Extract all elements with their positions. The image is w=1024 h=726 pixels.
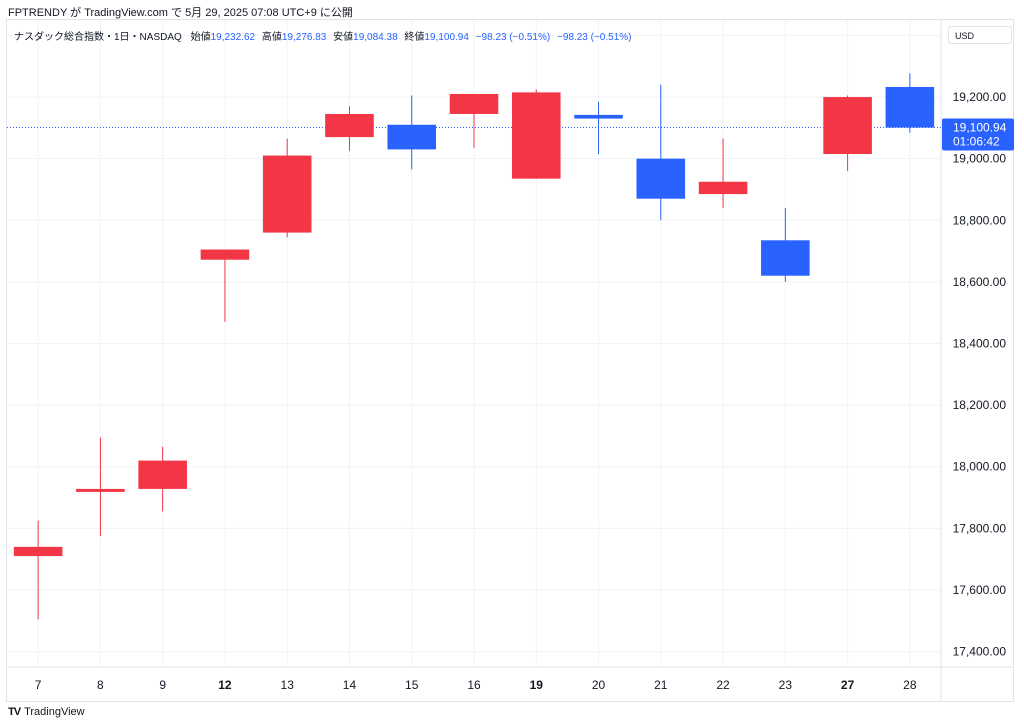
price-badge-value: 19,100.94 [953, 121, 1007, 135]
y-tick-label: 18,800.00 [953, 213, 1007, 227]
candle-body [200, 249, 250, 260]
candle-body [574, 114, 623, 119]
y-tick-label: 18,600.00 [953, 275, 1007, 289]
x-tick-label: 13 [281, 678, 295, 692]
candle-body [636, 158, 686, 199]
close-value: 19,100.94 [424, 32, 469, 43]
candle-body [138, 460, 187, 489]
high-value: 19,276.83 [281, 32, 327, 43]
y-tick-label: 19,200.00 [953, 90, 1007, 104]
y-tick-label: 18,200.00 [953, 398, 1007, 412]
x-tick-label: 9 [159, 678, 166, 692]
y-tick-label: 18,400.00 [953, 337, 1007, 351]
footer-brand[interactable]: TradingView [24, 706, 85, 718]
published-line: FPTRENDY が TradingView.com で 5月 29, 2025… [8, 7, 353, 19]
y-tick-label: 17,800.00 [953, 521, 1007, 535]
price-badge-countdown: 01:06:42 [953, 135, 1000, 149]
symbol-label: ナスダック総合指数・1日・NASDAQ [14, 32, 182, 43]
candle-body [761, 240, 810, 276]
currency-selector[interactable]: USD [948, 26, 1012, 44]
change-value: −98.23 (−0.51%) [475, 32, 551, 43]
y-tick-label: 19,000.00 [953, 152, 1007, 166]
x-tick-label: 8 [97, 678, 104, 692]
x-tick-label: 14 [343, 678, 357, 692]
x-tick-label: 20 [592, 678, 606, 692]
chart-frame [6, 19, 1014, 702]
change-value-repeat: −98.23 (−0.51%) [556, 32, 632, 43]
footer: TV TradingView [8, 706, 85, 718]
close-label: 終値 [404, 32, 425, 43]
low-label: 安値 [333, 32, 354, 43]
candle-body [511, 92, 561, 179]
x-tick-label: 22 [716, 678, 730, 692]
open-label: 始値 [190, 32, 211, 43]
price-badge [942, 118, 1014, 151]
open-value: 19,232.62 [210, 32, 256, 43]
x-tick-label: 12 [218, 678, 232, 692]
x-tick-label: 21 [654, 678, 668, 692]
candle-body [262, 155, 312, 233]
x-tick-label: 23 [779, 678, 793, 692]
high-label: 高値 [261, 32, 282, 43]
y-tick-label: 17,600.00 [953, 583, 1007, 597]
candle-body [387, 124, 437, 150]
x-tick-label: 19 [530, 678, 544, 692]
candle-body [325, 113, 374, 138]
x-tick-label: 27 [841, 678, 855, 692]
candle-body [698, 181, 748, 195]
y-tick-label: 17,400.00 [953, 645, 1007, 659]
x-tick-label: 15 [405, 678, 419, 692]
x-tick-label: 16 [467, 678, 481, 692]
x-tick-label: 7 [35, 678, 42, 692]
x-tick-label: 28 [903, 678, 917, 692]
candle-body [76, 488, 125, 492]
currency-label: USD [955, 31, 975, 41]
low-value: 19,084.38 [353, 32, 398, 43]
candle-body [885, 86, 935, 128]
candle-body [13, 546, 63, 557]
candle-body [823, 97, 872, 155]
tradingview-logo-icon[interactable]: TV [8, 706, 21, 718]
candle-body [449, 93, 499, 114]
ohlc-legend: ナスダック総合指数・1日・NASDAQ 始値19,232.62 高値19,276… [14, 28, 631, 43]
y-tick-label: 18,000.00 [953, 460, 1007, 474]
